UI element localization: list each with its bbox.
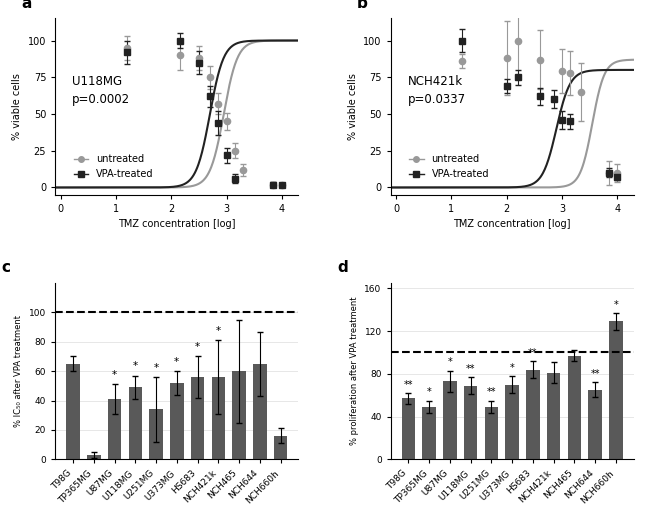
Y-axis label: % IC₅₀ after VPA treatment: % IC₅₀ after VPA treatment [14, 315, 23, 427]
Bar [422, 407, 436, 459]
Text: *: * [216, 326, 221, 336]
Bar [191, 377, 204, 459]
Text: *: * [133, 361, 138, 371]
Bar [253, 364, 266, 459]
Text: p=0.0337: p=0.0337 [408, 93, 466, 106]
Text: *: * [427, 388, 432, 398]
X-axis label: TMZ concentration [log]: TMZ concentration [log] [118, 220, 235, 229]
Text: *: * [614, 300, 618, 310]
Bar [485, 407, 498, 459]
Bar [402, 399, 415, 459]
Bar [211, 377, 225, 459]
Text: b: b [357, 0, 367, 11]
Bar [108, 399, 122, 459]
Bar [129, 388, 142, 459]
Bar [609, 322, 623, 459]
Text: **: ** [590, 369, 600, 379]
Text: NCH421k: NCH421k [408, 76, 463, 89]
Bar [150, 409, 162, 459]
Bar [87, 455, 101, 459]
Text: d: d [337, 260, 348, 276]
Text: *: * [510, 363, 515, 373]
Text: c: c [2, 260, 11, 276]
Text: *: * [174, 357, 179, 367]
Text: **: ** [528, 348, 538, 358]
Bar [66, 364, 80, 459]
Y-axis label: % viable cells: % viable cells [12, 73, 22, 140]
Text: *: * [112, 370, 117, 380]
Bar [443, 381, 457, 459]
Bar [464, 385, 478, 459]
Bar [274, 436, 287, 459]
Bar [526, 370, 539, 459]
Text: p=0.0002: p=0.0002 [72, 93, 131, 106]
Text: **: ** [466, 364, 475, 374]
Bar [170, 383, 183, 459]
Bar [588, 390, 602, 459]
Y-axis label: % proliferation after VPA treatment: % proliferation after VPA treatment [350, 297, 359, 446]
Bar [567, 356, 581, 459]
Text: **: ** [404, 380, 413, 390]
Text: U118MG: U118MG [72, 76, 122, 89]
Legend: untreated, VPA-treated: untreated, VPA-treated [70, 150, 157, 183]
Text: **: ** [487, 388, 496, 398]
Text: *: * [153, 363, 159, 373]
Bar [232, 371, 246, 459]
Bar [506, 384, 519, 459]
Text: *: * [448, 357, 452, 367]
Bar [547, 373, 560, 459]
Text: a: a [21, 0, 32, 11]
Legend: untreated, VPA-treated: untreated, VPA-treated [405, 150, 493, 183]
Y-axis label: % viable cells: % viable cells [348, 73, 358, 140]
Text: *: * [195, 342, 200, 352]
X-axis label: TMZ concentration [log]: TMZ concentration [log] [454, 220, 571, 229]
